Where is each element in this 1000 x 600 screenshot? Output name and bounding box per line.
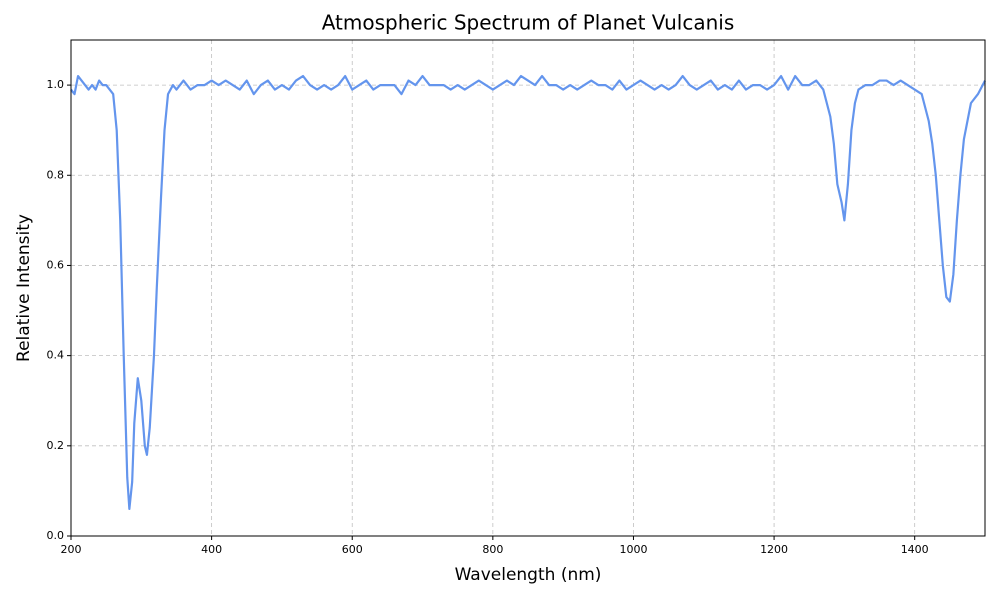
y-tick-label: 1.0	[47, 78, 65, 91]
x-tick-label: 800	[482, 543, 503, 556]
x-tick-label: 1400	[901, 543, 929, 556]
plot-frame	[70, 39, 986, 537]
y-tick-label: 0.2	[47, 439, 65, 452]
x-tick-label: 1200	[760, 543, 788, 556]
x-tick-label: 200	[61, 543, 82, 556]
y-tick-label: 0.8	[47, 168, 65, 181]
x-tick-label: 400	[201, 543, 222, 556]
y-tick-label: 0.0	[47, 529, 65, 542]
chart-title: Atmospheric Spectrum of Planet Vulcanis	[322, 11, 735, 35]
x-tick-label: 600	[342, 543, 363, 556]
y-tick-label: 0.6	[47, 258, 65, 271]
x-tick-label: 1000	[619, 543, 647, 556]
y-tick-label: 0.4	[47, 349, 65, 362]
y-axis-label: Relative Intensity	[14, 214, 34, 362]
x-axis-label: Wavelength (nm)	[455, 565, 602, 585]
spectrum-line	[70, 74, 986, 511]
